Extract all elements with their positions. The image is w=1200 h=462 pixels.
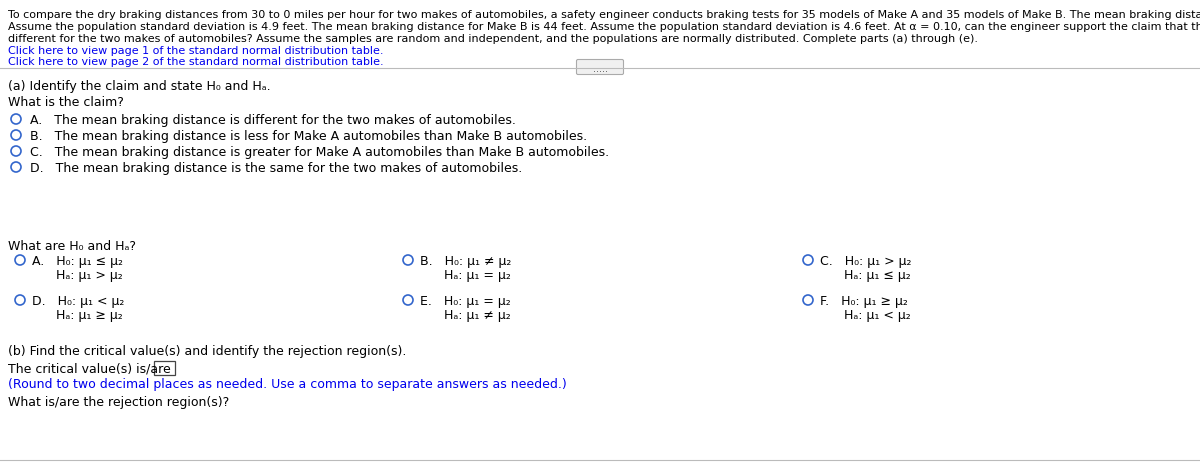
Text: E.   H₀: μ₁ = μ₂: E. H₀: μ₁ = μ₂: [420, 295, 511, 308]
Text: Click here to view page 2 of the standard normal distribution table.: Click here to view page 2 of the standar…: [8, 57, 384, 67]
Text: B.   H₀: μ₁ ≠ μ₂: B. H₀: μ₁ ≠ μ₂: [420, 255, 511, 268]
Text: Hₐ: μ₁ = μ₂: Hₐ: μ₁ = μ₂: [420, 269, 511, 282]
Text: B.   The mean braking distance is less for Make A automobiles than Make B automo: B. The mean braking distance is less for…: [30, 130, 587, 143]
Text: C.   The mean braking distance is greater for Make A automobiles than Make B aut: C. The mean braking distance is greater …: [30, 146, 610, 159]
Text: To compare the dry braking distances from 30 to 0 miles per hour for two makes o: To compare the dry braking distances fro…: [8, 10, 1200, 20]
Text: C.   H₀: μ₁ > μ₂: C. H₀: μ₁ > μ₂: [820, 255, 912, 268]
Text: The critical value(s) is/are: The critical value(s) is/are: [8, 362, 170, 375]
Text: Assume the population standard deviation is 4.9 feet. The mean braking distance : Assume the population standard deviation…: [8, 22, 1200, 32]
Text: Hₐ: μ₁ ≥ μ₂: Hₐ: μ₁ ≥ μ₂: [32, 309, 122, 322]
Text: Hₐ: μ₁ > μ₂: Hₐ: μ₁ > μ₂: [32, 269, 122, 282]
Text: Hₐ: μ₁ ≤ μ₂: Hₐ: μ₁ ≤ μ₂: [820, 269, 911, 282]
Text: Click here to view page 1 of the standard normal distribution table.: Click here to view page 1 of the standar…: [8, 46, 384, 56]
Text: different for the two makes of automobiles? Assume the samples are random and in: different for the two makes of automobil…: [8, 34, 978, 44]
Text: D.   H₀: μ₁ < μ₂: D. H₀: μ₁ < μ₂: [32, 295, 125, 308]
Text: Hₐ: μ₁ < μ₂: Hₐ: μ₁ < μ₂: [820, 309, 911, 322]
Text: F.   H₀: μ₁ ≥ μ₂: F. H₀: μ₁ ≥ μ₂: [820, 295, 908, 308]
Text: (Round to two decimal places as needed. Use a comma to separate answers as neede: (Round to two decimal places as needed. …: [8, 378, 566, 391]
Text: Hₐ: μ₁ ≠ μ₂: Hₐ: μ₁ ≠ μ₂: [420, 309, 511, 322]
Text: A.   The mean braking distance is different for the two makes of automobiles.: A. The mean braking distance is differen…: [30, 114, 516, 127]
Text: (a) Identify the claim and state H₀ and Hₐ.: (a) Identify the claim and state H₀ and …: [8, 80, 271, 93]
Text: What are H₀ and Hₐ?: What are H₀ and Hₐ?: [8, 240, 136, 253]
Text: What is/are the rejection region(s)?: What is/are the rejection region(s)?: [8, 396, 229, 409]
FancyBboxPatch shape: [576, 60, 624, 74]
Text: A.   H₀: μ₁ ≤ μ₂: A. H₀: μ₁ ≤ μ₂: [32, 255, 124, 268]
FancyBboxPatch shape: [154, 360, 175, 375]
Text: (b) Find the critical value(s) and identify the rejection region(s).: (b) Find the critical value(s) and ident…: [8, 345, 407, 358]
Text: D.   The mean braking distance is the same for the two makes of automobiles.: D. The mean braking distance is the same…: [30, 162, 522, 175]
Text: .....: .....: [593, 64, 607, 74]
Text: What is the claim?: What is the claim?: [8, 96, 124, 109]
